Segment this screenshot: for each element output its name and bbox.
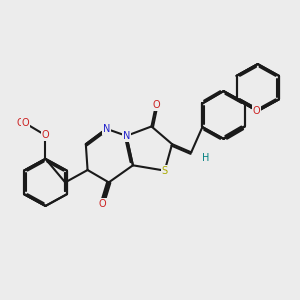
Text: H: H — [202, 153, 209, 163]
Text: S: S — [162, 166, 168, 176]
Text: O: O — [22, 118, 30, 128]
Text: O: O — [22, 118, 30, 128]
Text: N: N — [103, 124, 110, 134]
Text: N: N — [123, 131, 130, 141]
Text: O: O — [42, 130, 49, 140]
Text: O: O — [98, 199, 106, 208]
Text: O: O — [152, 100, 160, 110]
Text: O: O — [16, 118, 24, 128]
Text: O: O — [253, 106, 260, 116]
Text: O: O — [42, 130, 49, 140]
